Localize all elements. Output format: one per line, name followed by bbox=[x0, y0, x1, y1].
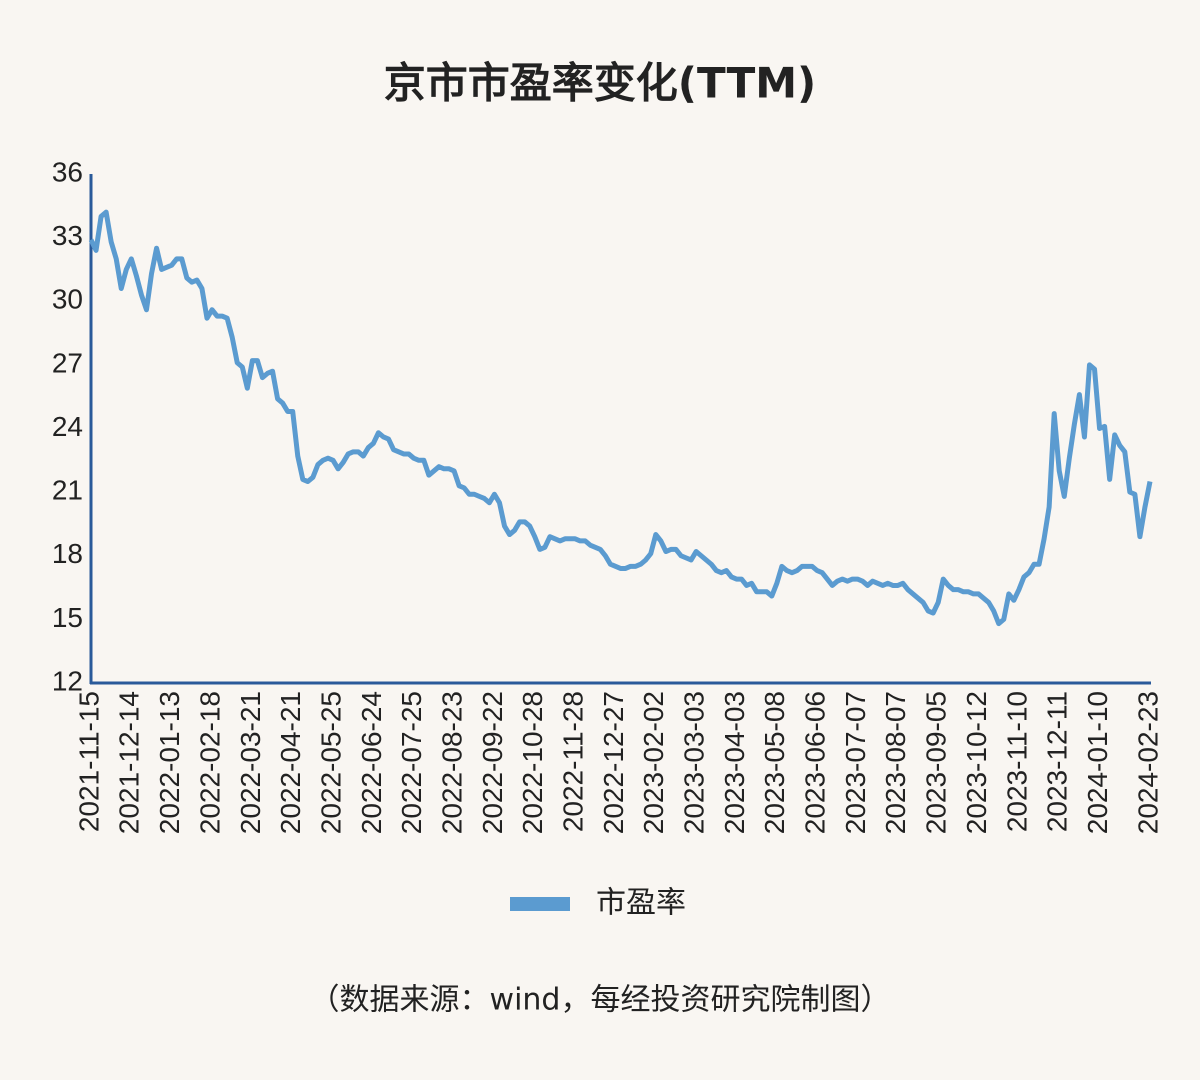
x-tick-label: 2022-09-22 bbox=[477, 691, 508, 834]
y-tick-label: 27 bbox=[52, 347, 83, 378]
line-series bbox=[88, 209, 1153, 627]
x-tick-label: 2022-06-24 bbox=[356, 691, 387, 834]
x-tick-label: 2023-06-06 bbox=[800, 691, 831, 834]
x-tick-label: 2023-03-03 bbox=[679, 691, 710, 834]
y-tick-label: 30 bbox=[52, 284, 83, 315]
y-tick-label: 33 bbox=[52, 220, 83, 251]
x-tick-label: 2022-10-28 bbox=[517, 691, 548, 834]
x-tick-label: 2023-11-10 bbox=[1001, 691, 1032, 832]
x-tick-label: 2021-12-14 bbox=[114, 691, 145, 834]
x-tick-label: 2022-01-13 bbox=[154, 691, 185, 834]
x-tick-label: 2023-12-11 bbox=[1042, 691, 1073, 832]
x-tick-label: 2023-02-02 bbox=[638, 691, 669, 834]
y-tick-label: 18 bbox=[52, 538, 83, 569]
x-tick-label: 2022-08-23 bbox=[436, 691, 467, 834]
chart-title: 京市市盈率变化(TTM) bbox=[384, 59, 816, 108]
x-tick-label: 2023-08-07 bbox=[880, 691, 911, 834]
x-tick-label: 2024-02-23 bbox=[1132, 691, 1163, 834]
x-tick-label: 2022-05-25 bbox=[315, 691, 346, 834]
x-tick-label: 2021-11-15 bbox=[73, 691, 104, 832]
x-tick-label: 2023-04-03 bbox=[719, 691, 750, 834]
y-tick-label: 15 bbox=[52, 602, 83, 633]
legend-label: 市盈率 bbox=[596, 886, 686, 921]
x-tick-label: 2023-05-08 bbox=[759, 691, 790, 834]
y-tick-label: 12 bbox=[52, 665, 83, 696]
y-tick-label: 21 bbox=[52, 475, 83, 506]
x-tick-label: 2022-07-25 bbox=[396, 691, 427, 834]
x-tick-label: 2023-10-12 bbox=[961, 691, 992, 834]
y-tick-label: 24 bbox=[52, 411, 83, 442]
x-tick-label: 2022-03-21 bbox=[235, 691, 266, 834]
x-tick-label: 2022-11-28 bbox=[558, 691, 589, 832]
legend-swatch bbox=[510, 897, 570, 911]
y-tick-label: 36 bbox=[52, 156, 83, 187]
source-note: （数据来源：wind，每经投资研究院制图） bbox=[310, 983, 891, 1018]
x-tick-label: 2023-09-05 bbox=[921, 691, 952, 834]
x-tick-label: 2022-04-21 bbox=[275, 691, 306, 834]
x-tick-label: 2022-02-18 bbox=[194, 691, 225, 834]
x-tick-label: 2022-12-27 bbox=[598, 691, 629, 834]
x-tick-label: 2024-01-10 bbox=[1082, 691, 1113, 834]
x-tick-label: 2023-07-07 bbox=[840, 691, 871, 834]
